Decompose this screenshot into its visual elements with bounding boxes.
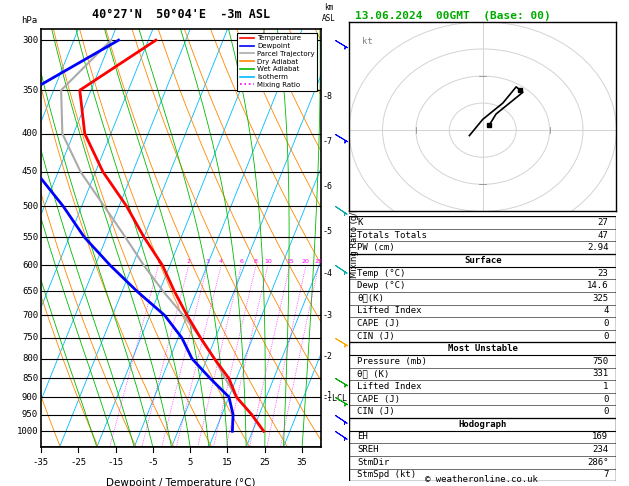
Text: SREH: SREH [357, 445, 379, 454]
Text: -1: -1 [322, 391, 332, 400]
Text: 25: 25 [259, 458, 270, 467]
Text: -5: -5 [322, 226, 332, 236]
Text: CIN (J): CIN (J) [357, 331, 395, 341]
Legend: Temperature, Dewpoint, Parcel Trajectory, Dry Adiabat, Wet Adiabat, Isotherm, Mi: Temperature, Dewpoint, Parcel Trajectory… [238, 33, 317, 90]
Text: CIN (J): CIN (J) [357, 407, 395, 417]
Text: -6: -6 [322, 182, 332, 191]
Text: θᴄ(K): θᴄ(K) [357, 294, 384, 303]
Text: 700: 700 [22, 311, 38, 320]
Text: 14.6: 14.6 [587, 281, 608, 290]
Text: 325: 325 [593, 294, 608, 303]
Text: -2: -2 [322, 352, 332, 361]
Text: -25: -25 [70, 458, 86, 467]
Text: 4: 4 [219, 259, 223, 264]
Text: hPa: hPa [21, 16, 37, 25]
Text: 750: 750 [22, 333, 38, 342]
Text: -5: -5 [147, 458, 159, 467]
Text: 10: 10 [264, 259, 272, 264]
Text: 286°: 286° [587, 458, 608, 467]
Text: 500: 500 [22, 202, 38, 210]
Bar [349, 254, 616, 343]
Text: 750: 750 [593, 357, 608, 366]
Text: EH: EH [357, 433, 368, 441]
Text: 4: 4 [603, 306, 608, 315]
Text: 27: 27 [598, 218, 608, 227]
Text: 600: 600 [22, 261, 38, 270]
Text: 450: 450 [22, 167, 38, 176]
Text: -35: -35 [33, 458, 49, 467]
Text: Hodograph: Hodograph [459, 420, 507, 429]
Text: -8: -8 [322, 92, 332, 101]
Text: Lifted Index: Lifted Index [357, 306, 421, 315]
Text: kt: kt [362, 36, 373, 46]
Text: Lifted Index: Lifted Index [357, 382, 421, 391]
Text: -15: -15 [108, 458, 123, 467]
Text: K: K [357, 218, 362, 227]
Text: 47: 47 [598, 231, 608, 240]
Bar [349, 216, 616, 254]
Text: 650: 650 [22, 287, 38, 296]
Text: -4: -4 [322, 269, 332, 278]
Text: 1: 1 [157, 259, 160, 264]
Text: 1: 1 [603, 382, 608, 391]
Text: 350: 350 [22, 86, 38, 95]
Text: 7: 7 [603, 470, 608, 479]
Text: 400: 400 [22, 129, 38, 138]
Text: 13.06.2024  00GMT  (Base: 00): 13.06.2024 00GMT (Base: 00) [355, 11, 551, 21]
Text: Pressure (mb): Pressure (mb) [357, 357, 427, 366]
Text: 15: 15 [286, 259, 294, 264]
Text: 331: 331 [593, 369, 608, 379]
Text: 169: 169 [593, 433, 608, 441]
Text: © weatheronline.co.uk: © weatheronline.co.uk [425, 474, 538, 484]
Text: -₁LCL: -₁LCL [322, 394, 347, 403]
Text: km
ASL: km ASL [322, 3, 336, 23]
Text: 850: 850 [22, 374, 38, 383]
Text: Totals Totals: Totals Totals [357, 231, 427, 240]
Text: 40°27'N  50°04'E  -3m ASL: 40°27'N 50°04'E -3m ASL [92, 8, 270, 21]
Text: StmSpd (kt): StmSpd (kt) [357, 470, 416, 479]
Text: 0: 0 [603, 407, 608, 417]
Text: 23: 23 [598, 269, 608, 278]
Text: PW (cm): PW (cm) [357, 243, 395, 252]
Text: Mixing Ratio (g/kg): Mixing Ratio (g/kg) [350, 198, 359, 278]
Text: Surface: Surface [464, 256, 501, 265]
Text: 3: 3 [206, 259, 209, 264]
Bar [349, 254, 616, 267]
Text: 800: 800 [22, 354, 38, 364]
Text: CAPE (J): CAPE (J) [357, 319, 400, 328]
Text: -7: -7 [322, 137, 332, 146]
Bar [349, 343, 616, 418]
Text: Dewpoint / Temperature (°C): Dewpoint / Temperature (°C) [106, 478, 255, 486]
Text: 900: 900 [22, 393, 38, 401]
Bar [349, 418, 616, 481]
Text: StmDir: StmDir [357, 458, 389, 467]
Bar [349, 343, 616, 355]
Text: 550: 550 [22, 233, 38, 242]
Text: 20: 20 [302, 259, 310, 264]
Text: -3: -3 [322, 312, 332, 320]
Text: 2: 2 [187, 259, 191, 264]
Text: CAPE (J): CAPE (J) [357, 395, 400, 404]
Text: 1000: 1000 [16, 427, 38, 436]
Text: θᴄ (K): θᴄ (K) [357, 369, 389, 379]
Text: 35: 35 [297, 458, 308, 467]
Text: 0: 0 [603, 395, 608, 404]
Text: 2.94: 2.94 [587, 243, 608, 252]
Text: 15: 15 [222, 458, 233, 467]
Text: 5: 5 [187, 458, 193, 467]
Text: 0: 0 [603, 331, 608, 341]
Text: 300: 300 [22, 35, 38, 45]
Text: 0: 0 [603, 319, 608, 328]
Text: Temp (°C): Temp (°C) [357, 269, 406, 278]
Bar [349, 418, 616, 431]
Text: Most Unstable: Most Unstable [448, 344, 518, 353]
Text: 8: 8 [254, 259, 258, 264]
Text: Dewp (°C): Dewp (°C) [357, 281, 406, 290]
Text: 234: 234 [593, 445, 608, 454]
Text: 25: 25 [314, 259, 323, 264]
Text: 950: 950 [22, 410, 38, 419]
Text: 6: 6 [239, 259, 243, 264]
